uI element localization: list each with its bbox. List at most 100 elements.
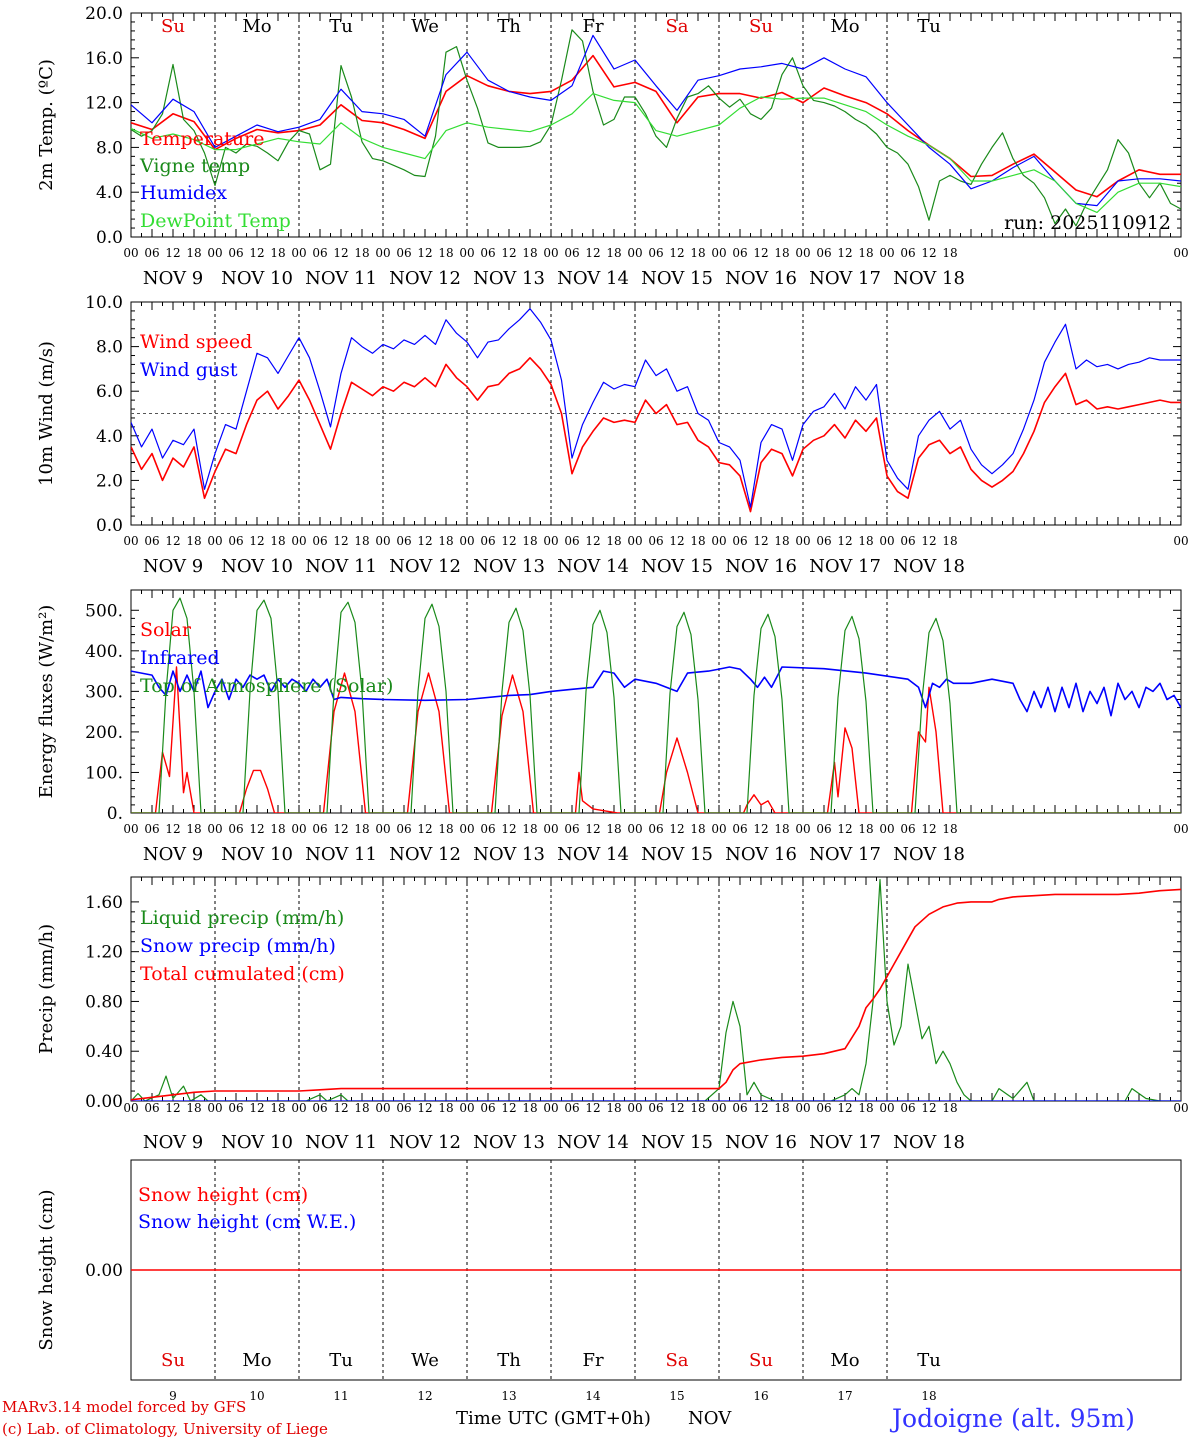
energy-ylabel: Energy fluxes (W/m²) — [36, 605, 57, 799]
wind-hour-label: 00 — [375, 534, 390, 548]
temperature-hour-label: 18 — [774, 246, 789, 260]
temperature-hour-label: 06 — [732, 246, 747, 260]
wind-hour-label: 00 — [459, 534, 474, 548]
energy-date-label: NOV 16 — [725, 844, 797, 865]
energy-date-label: NOV 12 — [389, 844, 461, 865]
snow-day-date: 10 — [249, 1389, 264, 1403]
temperature-hour-label: 00 — [1173, 246, 1188, 260]
snow-day-name: Su — [161, 1350, 185, 1371]
energy-legend-entry: Solar — [140, 619, 192, 641]
temperature-date-label: NOV 11 — [305, 268, 377, 289]
temperature-hour-label: 12 — [417, 246, 432, 260]
snow-legend-entry: Snow height (cm W.E.) — [138, 1211, 356, 1233]
precip-hour-label: 00 — [291, 1101, 306, 1115]
temperature-hour-label: 00 — [291, 246, 306, 260]
temperature-ytick-label: 8.0 — [96, 138, 123, 158]
energy-hour-label: 18 — [606, 822, 621, 836]
temperature-hour-label: 18 — [858, 246, 873, 260]
temperature-ylabel: 2m Temp. (ºC) — [36, 59, 57, 191]
wind-date-label: NOV 15 — [641, 556, 713, 577]
wind-date-label: NOV 12 — [389, 556, 461, 577]
snow-day-name: Su — [749, 1350, 773, 1371]
energy-hour-label: 12 — [921, 822, 936, 836]
energy-legend-entry: Top of Atmosphere (Solar) — [140, 675, 393, 697]
temperature-frame — [130, 12, 1182, 238]
temperature-hour-label: 18 — [438, 246, 453, 260]
precip-ylabel: Precip (mm/h) — [36, 924, 57, 1054]
energy-hour-label: 06 — [648, 822, 663, 836]
energy-hour-label: 18 — [774, 822, 789, 836]
precip-date-label: NOV 18 — [893, 1132, 965, 1153]
energy-ytick-label: 400. — [85, 642, 123, 662]
snow-ytick-label: 0.00 — [85, 1261, 123, 1281]
energy-hour-label: 12 — [249, 822, 264, 836]
temperature-series-humidex — [131, 34, 1181, 207]
snow-day-name: We — [411, 1350, 439, 1371]
wind-ytick-label: 2.0 — [96, 471, 123, 491]
temperature-date-label: NOV 9 — [143, 268, 203, 289]
precip-hour-label: 18 — [270, 1101, 285, 1115]
precip-ytick-label: 0.40 — [85, 1042, 123, 1062]
precip-hour-label: 00 — [207, 1101, 222, 1115]
snow-day-name: Mo — [830, 1350, 859, 1371]
precip-hour-label: 18 — [942, 1101, 957, 1115]
energy-date-label: NOV 10 — [221, 844, 293, 865]
temperature-day-name: Su — [749, 16, 773, 37]
wind-series-wind-speed — [131, 357, 1181, 513]
temperature-ytick-label: 12.0 — [85, 94, 123, 114]
temperature-hour-label: 00 — [711, 246, 726, 260]
energy-hour-label: 12 — [669, 822, 684, 836]
panel-temperature: 0.0 4.0 8.0 12.0 16.0 20.0 2m Temp. (ºC) 00 06 12… — [36, 4, 1189, 289]
precip-hour-label: 18 — [606, 1101, 621, 1115]
temperature-hour-label: 18 — [186, 246, 201, 260]
footer-station: Jodoigne (alt. 95m) — [889, 1404, 1135, 1433]
energy-hour-label: 06 — [900, 822, 915, 836]
temperature-date-label: NOV 16 — [725, 268, 797, 289]
energy-date-label: NOV 15 — [641, 844, 713, 865]
energy-series-infrared — [131, 666, 1181, 717]
precip-hour-label: 12 — [669, 1101, 684, 1115]
energy-date-label: NOV 14 — [557, 844, 629, 865]
panel-energy: 0. 100. 200. 300. 400. 500. Energy fluxes (W/m… — [36, 589, 1189, 865]
energy-ytick-label: 0. — [107, 804, 123, 824]
temperature-ytick-label: 0.0 — [96, 228, 123, 248]
energy-hour-label: 00 — [879, 822, 894, 836]
precip-hour-label: 00 — [627, 1101, 642, 1115]
precip-ytick-label: 1.20 — [85, 943, 123, 963]
energy-hour-label: 18 — [186, 822, 201, 836]
temperature-day-name: We — [411, 16, 439, 37]
temperature-day-name: Mo — [830, 16, 859, 37]
wind-hour-label: 00 — [795, 534, 810, 548]
snow-day-name: Tu — [329, 1350, 353, 1371]
temperature-hour-label: 12 — [165, 246, 180, 260]
wind-hour-label: 12 — [753, 534, 768, 548]
temperature-series-temperature — [131, 54, 1181, 198]
precip-hour-label: 06 — [900, 1101, 915, 1115]
temperature-legend-entry: DewPoint Temp — [140, 210, 291, 232]
panel-precip: 0.00 0.40 0.80 1.20 1.60 Precip (mm/h) 00 06 12 1… — [36, 876, 1189, 1153]
snow-day-date: 13 — [501, 1389, 516, 1403]
temperature-day-name: Th — [497, 16, 521, 37]
energy-hour-label: 00 — [543, 822, 558, 836]
temperature-hour-label: 00 — [459, 246, 474, 260]
wind-hour-label: 00 — [711, 534, 726, 548]
temperature-hour-label: 18 — [606, 246, 621, 260]
wind-ylabel: 10m Wind (m/s) — [36, 341, 57, 486]
temperature-hour-label: 18 — [270, 246, 285, 260]
energy-date-label: NOV 17 — [809, 844, 881, 865]
temperature-day-name: Su — [161, 16, 185, 37]
precip-hour-label: 06 — [144, 1101, 159, 1115]
precip-hour-label: 06 — [312, 1101, 327, 1115]
wind-hour-label: 00 — [207, 534, 222, 548]
temperature-day-name: Tu — [329, 16, 353, 37]
energy-hour-label: 12 — [333, 822, 348, 836]
temperature-day-name: Sa — [665, 16, 688, 37]
snow-day-name: Mo — [242, 1350, 271, 1371]
energy-hour-label: 18 — [690, 822, 705, 836]
wind-hour-label: 12 — [585, 534, 600, 548]
wind-date-label: NOV 14 — [557, 556, 629, 577]
snow-day-date: 11 — [333, 1389, 348, 1403]
snow-day-date: 16 — [753, 1389, 768, 1403]
wind-hour-label: 06 — [732, 534, 747, 548]
precip-date-label: NOV 13 — [473, 1132, 545, 1153]
